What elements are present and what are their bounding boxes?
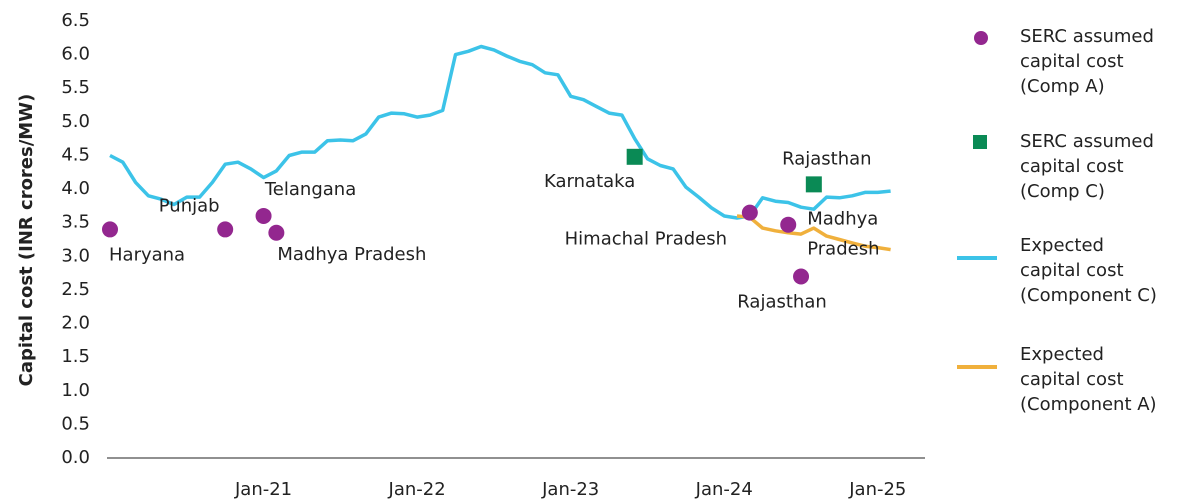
y-tick-label: 6.5 — [61, 10, 90, 31]
y-tick-label: 0.0 — [61, 447, 90, 468]
y-tick-label: 6.0 — [61, 44, 90, 65]
x-tick-label: Jan-22 — [388, 479, 446, 500]
x-tick-label: Jan-24 — [695, 479, 753, 500]
scatter-point — [217, 221, 234, 238]
y-tick-label: 2.0 — [61, 313, 90, 334]
scatter-point — [793, 268, 810, 285]
legend-label: Expected capital cost (Component A) — [1020, 344, 1157, 415]
point-label: Karnataka — [544, 171, 635, 192]
y-tick-label: 5.5 — [61, 77, 90, 98]
point-label: Telangana — [264, 179, 356, 200]
point-label: Haryana — [109, 244, 185, 265]
legend-label: SERC assumed capital cost (Comp C) — [1020, 131, 1154, 202]
scatter-point — [805, 176, 822, 193]
y-axis-title: Capital cost (INR crores/MW) — [16, 94, 37, 387]
line-series — [109, 44, 891, 220]
line-series — [736, 214, 891, 252]
y-tick-label: 1.5 — [61, 346, 90, 367]
y-tick-label: 2.5 — [61, 279, 90, 300]
y-tick-label: 3.5 — [61, 212, 90, 233]
point-label: Himachal Pradesh — [565, 229, 727, 250]
y-tick-label: 1.0 — [61, 380, 90, 401]
scatter-point — [626, 148, 643, 165]
x-tick-label: Jan-21 — [234, 479, 292, 500]
y-tick-label: 4.5 — [61, 144, 90, 165]
legend-marker — [974, 31, 988, 45]
point-label: Madhya Pradesh — [277, 244, 426, 265]
legend-label: Expected capital cost (Component C) — [1020, 235, 1157, 306]
scatter-point — [780, 216, 797, 233]
y-tick-label: 4.0 — [61, 178, 90, 199]
scatter-point — [741, 204, 758, 221]
point-label: Rajasthan — [737, 291, 826, 312]
y-tick-label: 0.5 — [61, 413, 90, 434]
point-label: Madhya Pradesh — [807, 209, 879, 260]
legend-label: SERC assumed capital cost (Comp A) — [1020, 26, 1154, 97]
y-tick-label: 5.0 — [61, 111, 90, 132]
legend-marker — [973, 135, 987, 149]
x-tick-label: Jan-25 — [848, 479, 906, 500]
point-label: Rajasthan — [782, 148, 871, 169]
point-label: Punjab — [159, 195, 220, 216]
scatter-point — [255, 207, 272, 224]
x-tick-label: Jan-23 — [541, 479, 599, 500]
scatter-point — [102, 221, 118, 238]
scatter-point — [268, 224, 285, 241]
y-tick-label: 3.0 — [61, 245, 90, 266]
